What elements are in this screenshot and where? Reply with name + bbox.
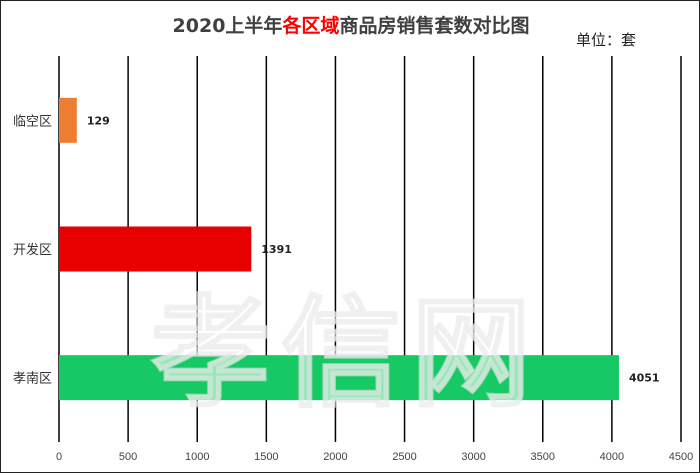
y-category-label: 孝南区 xyxy=(13,371,52,387)
x-tick-label: 2500 xyxy=(392,451,416,463)
chart-title: 2020上半年各区域商品房销售套数对比图 xyxy=(1,11,699,38)
bar xyxy=(59,97,77,143)
x-tick-label: 2000 xyxy=(323,451,347,463)
x-tick-label: 4500 xyxy=(669,451,693,463)
bar xyxy=(59,226,252,272)
x-tick-label: 1000 xyxy=(185,451,209,463)
y-category-label: 开发区 xyxy=(13,242,52,258)
y-category-label: 临空区 xyxy=(13,114,52,129)
title-part: 2020上半年 xyxy=(172,15,283,37)
x-tick-label: 1500 xyxy=(254,451,278,463)
bar xyxy=(59,355,619,401)
title-part-highlight: 各区域 xyxy=(282,15,340,37)
data-label: 129 xyxy=(87,114,110,127)
x-tick-label: 3500 xyxy=(531,451,555,463)
x-tick-label: 4000 xyxy=(600,451,624,463)
x-tick-label: 3000 xyxy=(461,451,485,463)
data-label: 1391 xyxy=(261,243,292,256)
x-tick-label: 500 xyxy=(119,451,137,463)
watermark: 孝信网 xyxy=(150,284,541,425)
unit-label: 单位：套 xyxy=(576,31,637,49)
x-tick-label: 0 xyxy=(56,451,62,463)
title-part: 商品房销售套数对比图 xyxy=(339,15,530,37)
data-label: 4051 xyxy=(629,372,660,385)
